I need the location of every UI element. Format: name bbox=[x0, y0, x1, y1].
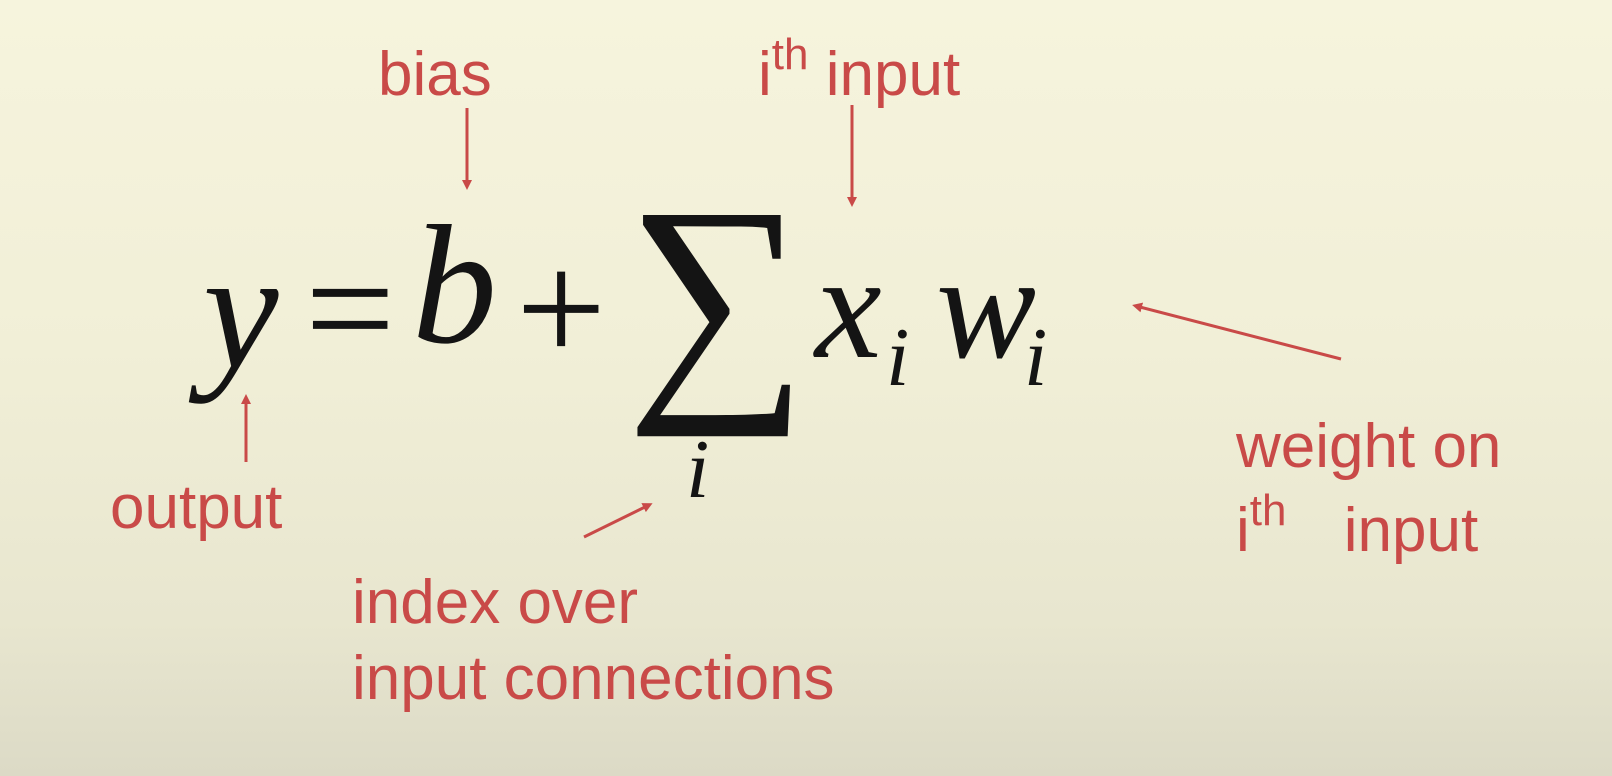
weight-label-line2: ith input bbox=[1236, 485, 1501, 573]
input-variable-x: x bbox=[815, 224, 882, 390]
weight-label-word: input bbox=[1343, 495, 1479, 565]
weight-label-i: i bbox=[1236, 495, 1250, 565]
weight-label: weight on ith input bbox=[1236, 405, 1501, 572]
equals-sign: = bbox=[305, 219, 396, 397]
index-arrow bbox=[583, 503, 653, 539]
summation-index: i bbox=[686, 423, 710, 516]
plus-sign: + bbox=[516, 219, 607, 397]
output-label: output bbox=[110, 473, 283, 542]
bias-label: bias bbox=[378, 40, 492, 109]
bias-variable-b: b bbox=[412, 191, 497, 379]
weight-label-th: th bbox=[1249, 485, 1287, 535]
ith-input-label-th: th bbox=[771, 30, 809, 79]
index-label-line1: index over bbox=[352, 568, 639, 637]
weight-variable-w: w bbox=[936, 224, 1037, 390]
input-subscript-i: i bbox=[886, 311, 910, 404]
weight-subscript-i: i bbox=[1024, 311, 1048, 404]
weight-arrow bbox=[1132, 302, 1342, 361]
index-label: index over input connections bbox=[352, 565, 835, 716]
output-variable-y: y bbox=[203, 216, 279, 404]
index-label-line2: input connections bbox=[352, 643, 835, 713]
ith-input-label-i: i bbox=[758, 40, 772, 109]
weight-label-line1: weight on bbox=[1236, 412, 1502, 481]
ith-input-label: ith input bbox=[758, 33, 960, 106]
ith-input-label-word: input bbox=[825, 40, 961, 109]
summation-symbol: ∑ bbox=[626, 156, 808, 438]
